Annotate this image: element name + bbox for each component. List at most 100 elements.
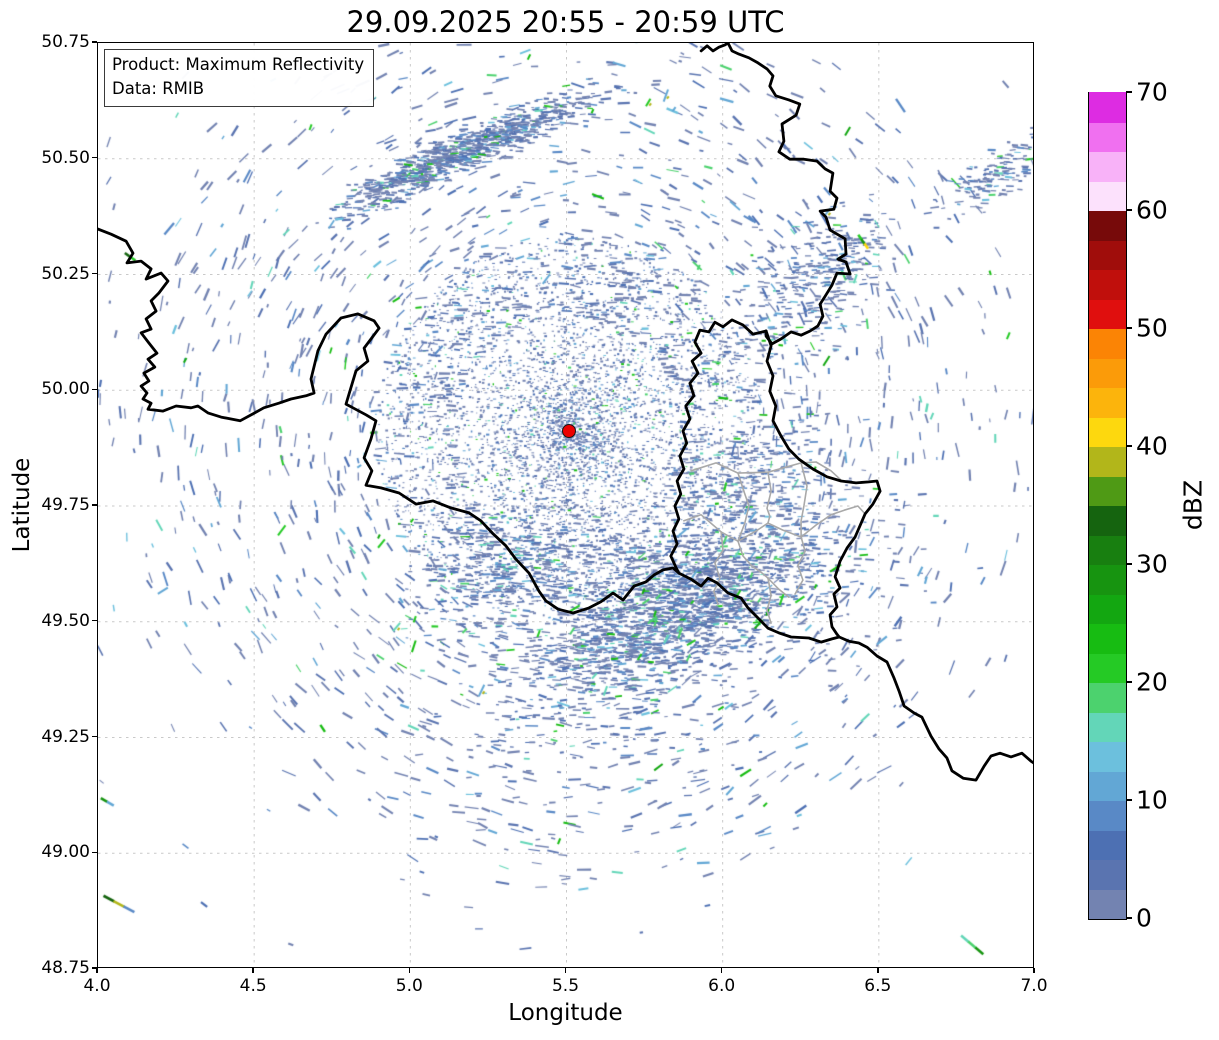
x-tick-mark [720,968,723,973]
x-tick-mark [252,968,254,973]
y-tick-label: 50.75 [41,32,90,52]
y-tick-mark [92,967,97,969]
country-border-path [726,43,852,346]
radar-site-marker [561,423,576,438]
annotation-data-source: Data: RMIB [112,78,205,98]
x-tick-mark [877,968,879,973]
colorbar-tick-mark [1126,917,1132,919]
colorbar-tick-label: 60 [1136,195,1168,225]
x-tick-mark [96,968,98,973]
colorbar-segment [1089,505,1126,536]
district-border-path [737,472,750,542]
x-tick-label: 4.5 [239,976,267,996]
colorbar-segment [1089,770,1126,801]
colorbar-segment [1089,180,1126,211]
colorbar-tick-mark [1126,91,1132,93]
colorbar-segment [1089,239,1126,270]
district-border-path [766,471,772,524]
y-tick-label: 50.25 [41,263,90,284]
colorbar-segment [1089,151,1126,182]
x-tick-mark [564,968,567,973]
colorbar-tick-mark [1126,445,1132,447]
y-tick-label: 49.25 [41,726,90,747]
colorbar-label: dBZ [1178,479,1208,531]
colorbar-segment [1089,298,1126,329]
colorbar-tick-label: 20 [1136,667,1168,697]
colorbar-segment [1089,416,1126,447]
colorbar-segment [1089,623,1126,654]
radar-echo-layer [98,43,1033,967]
annotation-product: Product: Maximum Reflectivity [112,55,365,74]
x-tick-label: 7.0 [1020,976,1048,996]
y-tick-mark [92,504,97,506]
district-border-path [766,577,772,624]
colorbar-tick-label: 0 [1136,903,1152,933]
colorbar-segment [1089,741,1126,772]
colorbar-segment [1089,387,1126,418]
colorbar-segment [1089,593,1126,624]
colorbar-segment [1089,357,1126,388]
colorbar-tick-label: 30 [1136,549,1168,579]
y-tick-label: 49.75 [41,495,90,515]
colorbar-tick-label: 70 [1136,77,1168,107]
colorbar [1088,92,1127,920]
district-border-path [737,540,790,598]
y-tick-mark [92,620,97,622]
y-tick-label: 50.50 [41,147,90,168]
colorbar-segment [1089,269,1126,300]
district-border-path [683,505,866,542]
country-border-path [699,43,730,53]
y-tick-mark [92,851,97,853]
colorbar-segment [1089,92,1126,123]
colorbar-segment [1089,475,1126,506]
y-tick-label: 49.00 [41,842,90,863]
colorbar-tick-mark [1126,327,1132,329]
x-axis-label: Longitude [508,1000,623,1026]
colorbar-tick-label: 10 [1136,785,1168,815]
colorbar-segment [1089,682,1126,713]
colorbar-segment [1089,711,1126,742]
colorbar-segment [1089,859,1126,890]
y-tick-mark [92,735,97,738]
colorbar-tick-label: 40 [1136,431,1168,461]
colorbar-tick-mark [1126,799,1132,801]
colorbar-segment [1089,888,1126,919]
colorbar-segment [1089,829,1126,860]
x-tick-mark [1033,968,1035,973]
colorbar-segment [1089,210,1126,241]
colorbar-tick-mark [1126,681,1132,683]
map-plot-area: Product: Maximum Reflectivity Data: RMIB [97,42,1034,968]
x-tick-label: 6.5 [864,976,892,996]
colorbar-segment [1089,328,1126,359]
colorbar-segment [1089,446,1126,477]
colorbar-segment [1089,534,1126,565]
annotation-box: Product: Maximum Reflectivity Data: RMIB [104,49,375,107]
x-tick-label: 5.0 [395,976,423,996]
colorbar-tick-mark [1126,209,1132,211]
country-border-path [764,329,882,639]
x-tick-label: 4.0 [83,976,111,996]
colorbar-segment [1089,121,1126,152]
colorbar-tick-label: 50 [1136,313,1168,343]
y-tick-mark [92,157,97,159]
country-border-path [98,227,1033,782]
borders-layer [98,43,1033,782]
district-border-path [794,536,806,595]
y-tick-label: 50.00 [41,379,90,400]
district-border-path [800,462,808,538]
plot-title: 29.09.2025 20:55 - 20:59 UTC [346,5,785,39]
country-border-path [669,318,768,575]
district-border-path [690,461,842,481]
district-border-path [713,531,724,605]
colorbar-swatches [1089,92,1126,919]
x-tick-label: 6.0 [708,976,736,996]
colorbar-segment [1089,652,1126,683]
y-tick-label: 48.75 [41,958,90,978]
y-tick-mark [92,272,97,275]
y-tick-label: 49.50 [41,610,90,631]
y-tick-mark [92,388,97,390]
colorbar-segment [1089,564,1126,595]
x-tick-label: 5.5 [551,976,580,996]
x-tick-mark [408,968,411,973]
